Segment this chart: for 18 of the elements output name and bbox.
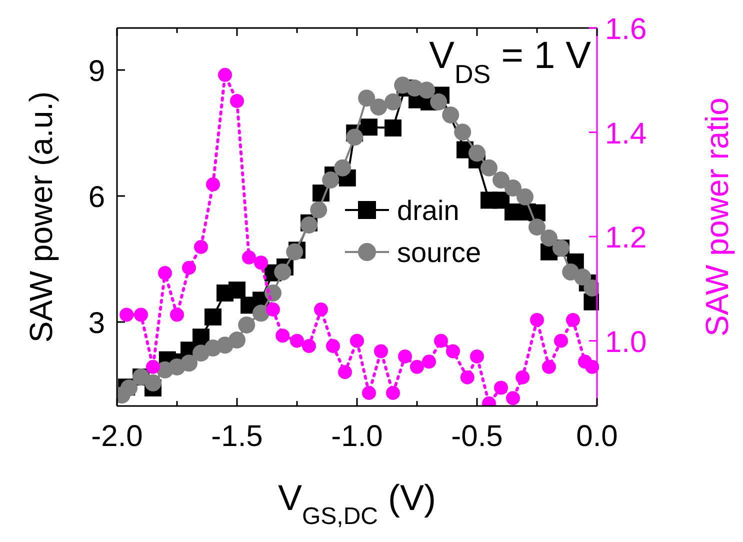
x-tick-label: -1.5: [211, 420, 263, 453]
annotation: V$_{DS}$ = 1 V: [429, 35, 592, 89]
x-tick-label: -2.0: [91, 420, 143, 453]
legend-label: drain: [397, 195, 460, 226]
y-tick-label: 6: [88, 181, 105, 214]
y2-tick-label: 1.0: [605, 326, 647, 359]
y-tick-label: 9: [88, 55, 105, 88]
legend-label: source: [397, 237, 482, 268]
x-axis-title: V$_{GS,DC}$ (V): [278, 477, 436, 530]
y2-tick-label: 1.4: [605, 117, 647, 150]
y-axis-title: SAW power (a.u.): [23, 91, 59, 343]
y2-tick-label: 1.2: [605, 222, 647, 255]
x-tick-label: 0.0: [576, 420, 618, 453]
y-tick-label: 3: [88, 307, 105, 340]
x-tick-label: -1.0: [331, 420, 383, 453]
y2-axis-title: SAW power ratio: [699, 98, 735, 336]
y2-tick-label: 1.6: [605, 13, 647, 46]
x-tick-label: -0.5: [451, 420, 503, 453]
